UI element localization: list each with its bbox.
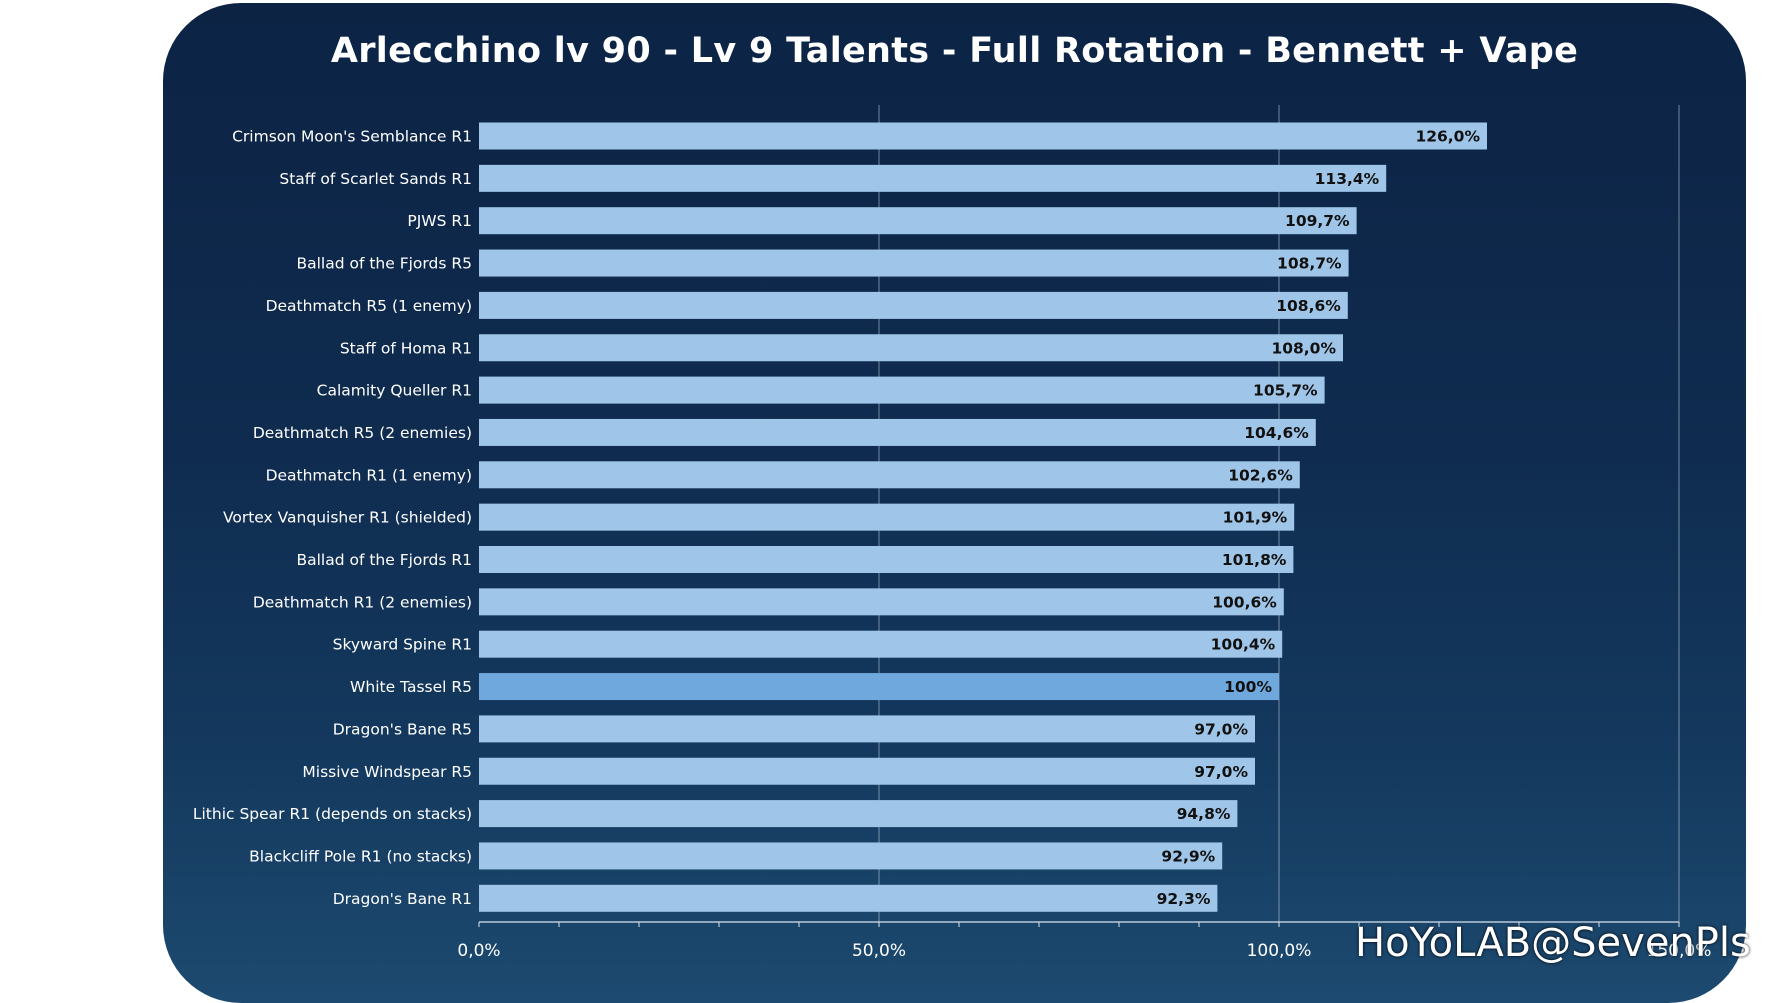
category-label: Blackcliff Pole R1 (no stacks) [249, 847, 472, 865]
bar [479, 164, 1387, 192]
data-label: 126,0% [1415, 128, 1480, 146]
data-label: 101,8% [1222, 551, 1287, 569]
bar [479, 291, 1348, 319]
bar [479, 461, 1300, 489]
bar [479, 884, 1218, 912]
x-tick-label: 100,0% [1247, 941, 1312, 961]
watermark: HoYoLAB@SevenPls [1355, 920, 1751, 966]
x-tick-label: 150,0% [1647, 941, 1712, 961]
category-label: Skyward Spine R1 [333, 636, 472, 654]
data-label: 92,3% [1157, 890, 1211, 908]
category-label: Deathmatch R1 (1 enemy) [266, 466, 472, 484]
data-label: 97,0% [1194, 763, 1248, 781]
bar [479, 715, 1255, 743]
bar [479, 546, 1294, 573]
category-label: Crimson Moon's Semblance R1 [232, 128, 472, 146]
data-label: 97,0% [1194, 720, 1248, 738]
bar [479, 122, 1487, 150]
category-label: Lithic Spear R1 (depends on stacks) [193, 805, 472, 823]
data-label: 100% [1224, 678, 1272, 696]
data-label: 109,7% [1285, 212, 1350, 230]
bar [479, 503, 1295, 531]
category-label: PJWS R1 [407, 212, 472, 230]
bar [479, 588, 1284, 616]
data-label: 101,9% [1223, 509, 1288, 527]
bar [479, 249, 1349, 277]
data-label: 108,6% [1276, 297, 1341, 315]
bar [479, 800, 1238, 828]
category-label: Ballad of the Fjords R1 [296, 551, 472, 569]
category-label: Deathmatch R1 (2 enemies) [253, 593, 472, 611]
bar [479, 418, 1316, 446]
bar [479, 376, 1325, 404]
data-label: 108,7% [1277, 255, 1342, 273]
chart-title: Arlecchino lv 90 - Lv 9 Talents - Full R… [330, 31, 1579, 71]
bar [479, 842, 1223, 870]
category-label: Calamity Queller R1 [317, 382, 472, 400]
bar [479, 757, 1255, 785]
bar [479, 334, 1343, 362]
data-label: 102,6% [1228, 466, 1293, 484]
category-label: Dragon's Bane R1 [333, 890, 472, 908]
category-label: Deathmatch R5 (1 enemy) [266, 297, 472, 315]
category-label: Ballad of the Fjords R5 [296, 255, 472, 273]
bar [479, 630, 1283, 658]
data-label: 100,6% [1212, 593, 1277, 611]
data-label: 113,4% [1315, 170, 1380, 188]
data-label: 105,7% [1253, 382, 1318, 400]
x-tick-label: 50,0% [852, 941, 906, 961]
data-label: 94,8% [1177, 805, 1231, 823]
category-label: Deathmatch R5 (2 enemies) [253, 424, 472, 442]
category-label: White Tassel R5 [350, 678, 472, 696]
data-label: 104,6% [1244, 424, 1309, 442]
bar [479, 207, 1357, 235]
bar [479, 673, 1279, 701]
category-label: Vortex Vanquisher R1 (shielded) [223, 509, 472, 527]
data-label: 92,9% [1161, 847, 1215, 865]
category-label: Staff of Homa R1 [340, 339, 472, 357]
category-label: Missive Windspear R5 [302, 763, 472, 781]
x-tick-label: 0,0% [457, 941, 500, 961]
data-label: 100,4% [1211, 636, 1276, 654]
data-label: 108,0% [1271, 339, 1336, 357]
category-label: Dragon's Bane R5 [333, 720, 472, 738]
category-label: Staff of Scarlet Sands R1 [279, 170, 472, 188]
